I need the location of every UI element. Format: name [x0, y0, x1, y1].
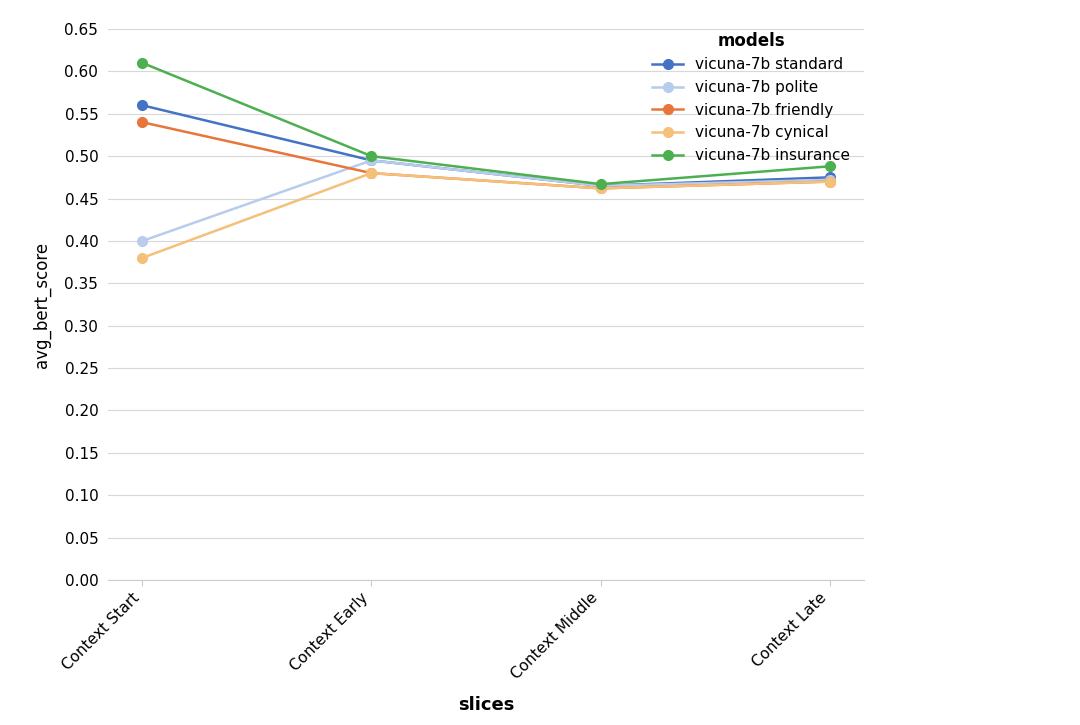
- vicuna-7b polite: [823, 175, 836, 184]
- vicuna-7b friendly: [136, 118, 149, 127]
- X-axis label: slices: slices: [458, 697, 514, 715]
- vicuna-7b insurance: [365, 152, 378, 160]
- Line: vicuna-7b standard: vicuna-7b standard: [137, 101, 835, 191]
- Line: vicuna-7b friendly: vicuna-7b friendly: [137, 117, 835, 194]
- vicuna-7b cynical: [365, 169, 378, 178]
- vicuna-7b polite: [136, 236, 149, 245]
- Line: vicuna-7b cynical: vicuna-7b cynical: [137, 168, 835, 262]
- vicuna-7b friendly: [823, 177, 836, 186]
- vicuna-7b polite: [594, 181, 607, 190]
- Line: vicuna-7b polite: vicuna-7b polite: [137, 156, 835, 246]
- vicuna-7b friendly: [594, 184, 607, 193]
- vicuna-7b cynical: [823, 177, 836, 186]
- vicuna-7b friendly: [365, 169, 378, 178]
- Legend: vicuna-7b standard, vicuna-7b polite, vicuna-7b friendly, vicuna-7b cynical, vic: vicuna-7b standard, vicuna-7b polite, vi…: [646, 25, 856, 169]
- vicuna-7b standard: [594, 181, 607, 190]
- vicuna-7b standard: [136, 101, 149, 109]
- vicuna-7b standard: [823, 173, 836, 182]
- Line: vicuna-7b insurance: vicuna-7b insurance: [137, 58, 835, 189]
- vicuna-7b insurance: [594, 180, 607, 189]
- vicuna-7b insurance: [136, 59, 149, 67]
- vicuna-7b cynical: [594, 184, 607, 193]
- vicuna-7b cynical: [136, 254, 149, 262]
- vicuna-7b insurance: [823, 162, 836, 170]
- Y-axis label: avg_bert_score: avg_bert_score: [32, 241, 51, 368]
- vicuna-7b polite: [365, 156, 378, 165]
- vicuna-7b standard: [365, 156, 378, 165]
